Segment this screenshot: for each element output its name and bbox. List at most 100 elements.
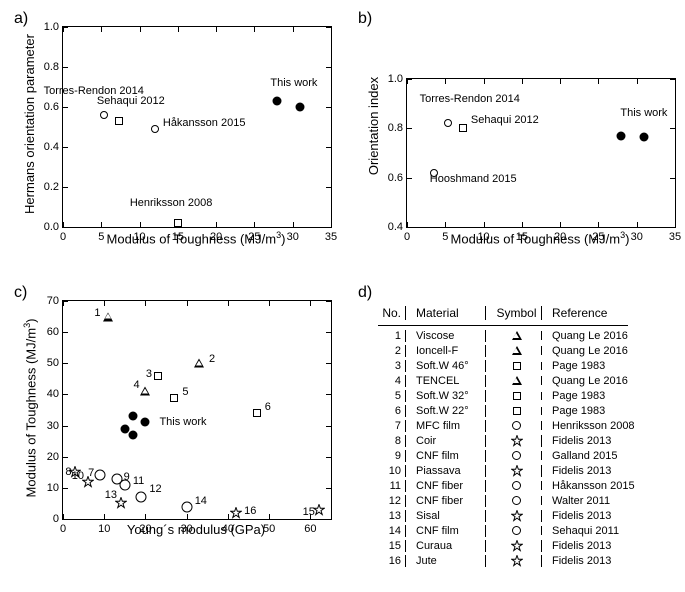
- data-point-num: 14: [195, 495, 207, 507]
- xtick: 10: [98, 523, 110, 535]
- cell-mat: Sisal: [412, 510, 486, 522]
- data-point: [154, 372, 162, 380]
- data-point: [95, 470, 106, 481]
- xtick: 0: [60, 231, 66, 243]
- cell-no: 12: [378, 495, 406, 507]
- cell-sym: [492, 435, 542, 447]
- data-point-label: Hooshmand 2015: [430, 173, 517, 185]
- cell-ref: Quang Le 2016: [548, 330, 638, 342]
- data-point: [174, 219, 182, 227]
- data-point-label: Håkansson 2015: [163, 117, 246, 129]
- cell-no: 15: [378, 540, 406, 552]
- cell-ref: Quang Le 2016: [548, 375, 638, 387]
- ytick: 0.6: [41, 101, 59, 113]
- xtick: 60: [304, 523, 316, 535]
- th-no: No.: [378, 306, 406, 320]
- legend-table-body: 1ViscoseQuang Le 20162Ioncell-FQuang Le …: [378, 328, 685, 568]
- table-row: 11CNF fiberHåkansson 2015: [378, 478, 685, 493]
- panel-c-label: c): [14, 284, 27, 302]
- cell-ref: Fidelis 2013: [548, 540, 638, 552]
- panel-b: b) Orientation index 051015202530350.40.…: [352, 8, 685, 278]
- data-point-num: 6: [265, 401, 271, 413]
- cell-mat: Curaua: [412, 540, 486, 552]
- cell-ref: Sehaqui 2011: [548, 525, 638, 537]
- ytick: 0.4: [41, 141, 59, 153]
- data-point: [151, 125, 159, 133]
- ytick: 30: [41, 420, 59, 432]
- xtick: 15: [172, 231, 184, 243]
- data-point: [115, 117, 123, 125]
- xtick: 15: [516, 231, 528, 243]
- table-row: 16JuteFidelis 2013: [378, 553, 685, 568]
- cell-no: 13: [378, 510, 406, 522]
- cell-sym: [492, 331, 542, 340]
- th-ref: Reference: [548, 306, 638, 320]
- cell-ref: Page 1983: [548, 405, 638, 417]
- ytick: 40: [41, 388, 59, 400]
- data-point: [230, 507, 242, 519]
- data-point: [136, 492, 147, 503]
- xtick: 0: [404, 231, 410, 243]
- data-point: [140, 387, 150, 396]
- panel-a-ylabel: Hermans orientation parameter: [22, 34, 37, 214]
- cell-no: 9: [378, 450, 406, 462]
- cell-sym: [492, 346, 542, 355]
- data-point-label: This work: [620, 107, 667, 119]
- ytick: 50: [41, 357, 59, 369]
- cell-mat: CNF film: [412, 525, 486, 537]
- cell-sym: [492, 496, 542, 505]
- cell-ref: Fidelis 2013: [548, 435, 638, 447]
- data-point-num: 16: [244, 505, 256, 517]
- cell-ref: Quang Le 2016: [548, 345, 638, 357]
- cell-sym: [492, 392, 542, 400]
- cell-sym: [492, 421, 542, 430]
- ytick: 0.0: [41, 221, 59, 233]
- cell-sym: [492, 510, 542, 522]
- data-point: [141, 418, 150, 427]
- cell-no: 10: [378, 465, 406, 477]
- data-point-label: Sehaqui 2012: [471, 114, 539, 126]
- cell-no: 4: [378, 375, 406, 387]
- data-point-num: 3: [146, 368, 152, 380]
- cell-mat: Viscose: [412, 330, 486, 342]
- xtick: 10: [133, 231, 145, 243]
- data-point: [617, 131, 626, 140]
- ytick: 0.6: [385, 172, 403, 184]
- cell-sym: [492, 526, 542, 535]
- panel-b-ylabel: Orientation index: [366, 77, 381, 175]
- panel-b-label: b): [358, 10, 372, 28]
- cell-no: 3: [378, 360, 406, 372]
- cell-sym: [492, 451, 542, 460]
- data-point: [181, 501, 192, 512]
- data-point: [640, 132, 649, 141]
- data-point-label: Henriksson 2008: [130, 197, 213, 209]
- data-point-label: Torres-Rendon 2014: [420, 93, 520, 105]
- data-point-num: 2: [209, 353, 215, 365]
- cell-no: 6: [378, 405, 406, 417]
- panel-c-plot: 0102030405060010203040506070123456789101…: [62, 300, 332, 520]
- xtick: 10: [477, 231, 489, 243]
- cell-sym: [492, 481, 542, 490]
- cell-mat: CNF fiber: [412, 480, 486, 492]
- data-point: [253, 409, 261, 417]
- table-row: 5Soft.W 32°Page 1983: [378, 388, 685, 403]
- data-point-label: This work: [159, 416, 206, 428]
- ytick: 0.8: [385, 122, 403, 134]
- ytick: 10: [41, 482, 59, 494]
- cell-sym: [492, 376, 542, 385]
- cell-sym: [492, 465, 542, 477]
- cell-mat: MFC film: [412, 420, 486, 432]
- cell-ref: Håkansson 2015: [548, 480, 638, 492]
- data-point: [273, 97, 282, 106]
- table-row: 3Soft.W 46°Page 1983: [378, 358, 685, 373]
- table-row: 13SisalFidelis 2013: [378, 508, 685, 523]
- cell-no: 7: [378, 420, 406, 432]
- cell-no: 2: [378, 345, 406, 357]
- xtick: 0: [60, 523, 66, 535]
- cell-ref: Page 1983: [548, 360, 638, 372]
- xtick: 30: [287, 231, 299, 243]
- xtick: 25: [248, 231, 260, 243]
- xtick: 20: [554, 231, 566, 243]
- data-point: [170, 394, 178, 402]
- panel-a-plot: 051015202530350.00.20.40.60.81.0Torres-R…: [62, 26, 332, 228]
